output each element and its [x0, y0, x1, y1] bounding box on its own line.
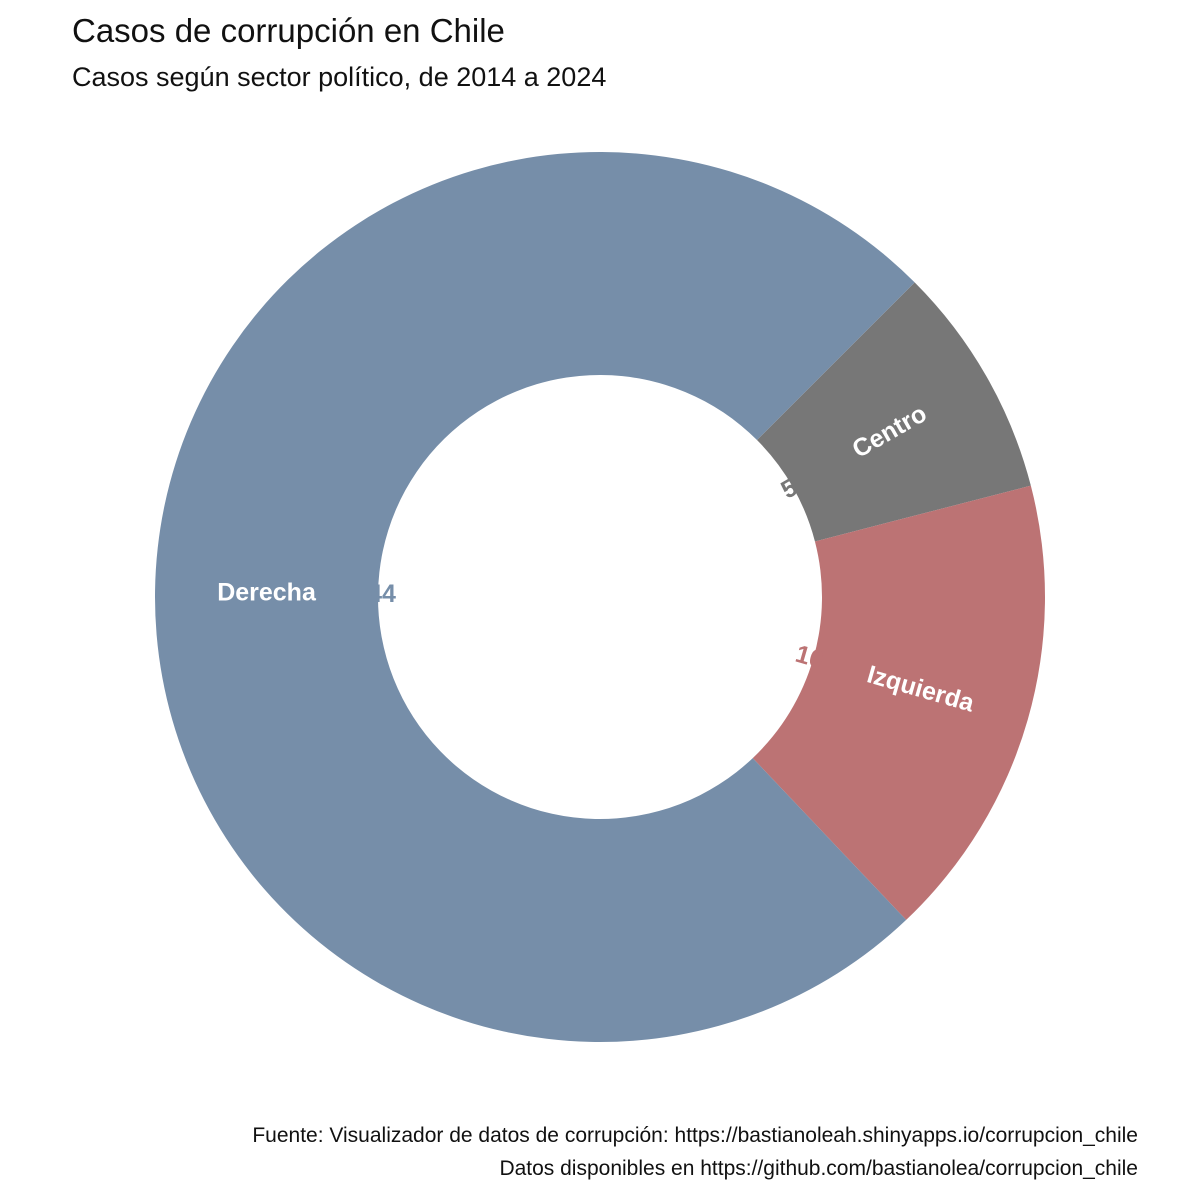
chart-subtitle: Casos según sector político, de 2014 a 2…: [72, 62, 607, 92]
caption-source: Fuente: Visualizador de datos de corrupc…: [252, 1124, 1138, 1147]
value-label-derecha: 44: [368, 580, 396, 608]
slice-izquierda: [752, 485, 1045, 920]
slice-centro: [756, 282, 1031, 542]
slice-label-derecha: Derecha: [217, 579, 317, 607]
donut-slices: [154, 152, 1045, 1042]
caption-data: Datos disponibles en https://github.com/…: [499, 1157, 1138, 1180]
chart-title: Casos de corrupción en Chile: [72, 12, 505, 49]
slice-derecha: [154, 152, 915, 1042]
